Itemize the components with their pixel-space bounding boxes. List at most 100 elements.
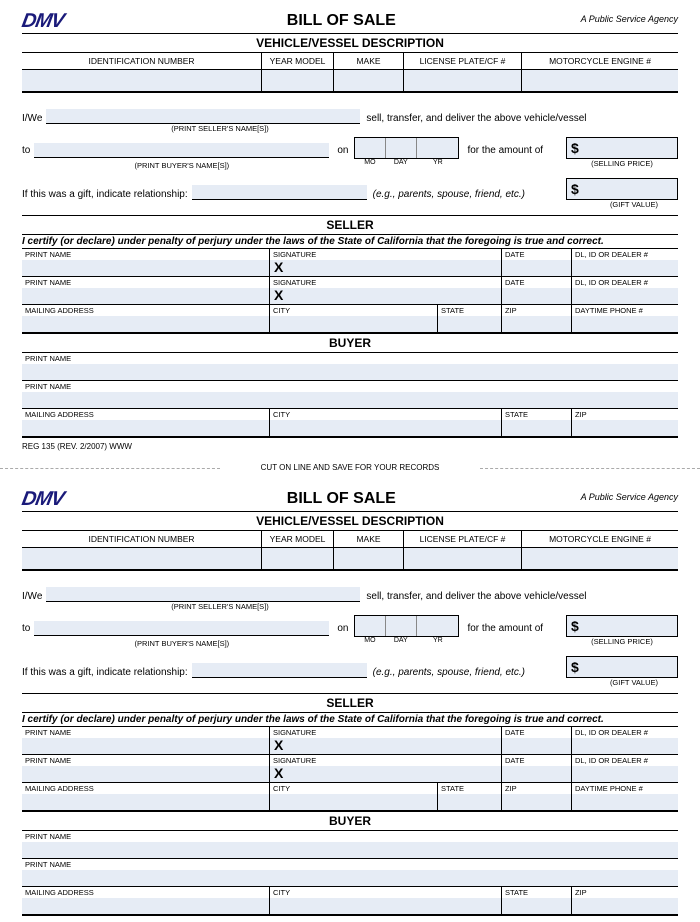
seller-city[interactable]: CITY — [270, 305, 438, 333]
seller-state[interactable]: STATE — [438, 783, 502, 811]
seller-zip[interactable]: ZIP — [502, 783, 572, 811]
agency-label: A Public Service Agency — [581, 488, 678, 502]
input-year[interactable] — [262, 548, 334, 570]
buyer-name-input[interactable] — [34, 143, 329, 158]
seller2-name[interactable]: PRINT NAME — [22, 277, 270, 305]
input-year[interactable] — [262, 70, 334, 92]
to-label: to — [22, 145, 30, 156]
seller2-date[interactable]: DATE — [502, 277, 572, 305]
seller-mailing[interactable]: MAILING ADDRESS — [22, 783, 270, 811]
seller1-date[interactable]: DATE — [502, 727, 572, 755]
buyer2-name[interactable]: PRINT NAME — [22, 859, 678, 887]
buyer-mailing[interactable]: MAILING ADDRESS — [22, 409, 270, 437]
col-id: IDENTIFICATION NUMBER — [22, 53, 262, 70]
seller1-dl[interactable]: DL, ID OR DEALER # — [572, 249, 678, 277]
seller1-sig[interactable]: SIGNATUREX — [270, 249, 502, 277]
dmv-logo: DMV — [20, 10, 104, 33]
buyer-state[interactable]: STATE — [502, 887, 572, 915]
form-title: BILL OF SALE — [102, 488, 581, 508]
form-title: BILL OF SALE — [102, 10, 581, 30]
seller1-sig[interactable]: SIGNATUREX — [270, 727, 502, 755]
buyer-name-input[interactable] — [34, 621, 329, 636]
dmv-logo: DMV — [20, 488, 104, 511]
vehicle-header-row: IDENTIFICATION NUMBER YEAR MODEL MAKE LI… — [22, 531, 678, 548]
input-engine[interactable] — [522, 70, 678, 92]
input-engine[interactable] — [522, 548, 678, 570]
seller2-sig[interactable]: SIGNATUREX — [270, 755, 502, 783]
input-plate[interactable] — [404, 548, 522, 570]
seller-name-input[interactable] — [46, 587, 360, 602]
seller-row-2: PRINT NAME SIGNATUREX DATE DL, ID OR DEA… — [22, 277, 678, 305]
input-make[interactable] — [334, 70, 404, 92]
vehicle-desc-heading: VEHICLE/VESSEL DESCRIPTION — [22, 33, 678, 53]
seller1-name[interactable]: PRINT NAME — [22, 727, 270, 755]
seller2-dl[interactable]: DL, ID OR DEALER # — [572, 755, 678, 783]
gift-relationship-input[interactable] — [192, 663, 367, 678]
gift-value-sub: (GIFT VALUE) — [22, 200, 678, 209]
iwe-label: I/We — [22, 113, 42, 124]
col-year: YEAR MODEL — [262, 53, 334, 70]
seller2-name[interactable]: PRINT NAME — [22, 755, 270, 783]
seller1-date[interactable]: DATE — [502, 249, 572, 277]
agency-label: A Public Service Agency — [581, 10, 678, 24]
gift-relationship-input[interactable] — [192, 185, 367, 200]
date-input[interactable] — [354, 137, 459, 159]
seller-addr-row: MAILING ADDRESS CITY STATE ZIP DAYTIME P… — [22, 305, 678, 334]
buyer1-name[interactable]: PRINT NAME — [22, 353, 678, 381]
bill-of-sale-form-top: DMV BILL OF SALE A Public Service Agency… — [0, 0, 700, 457]
buyer-city[interactable]: CITY — [270, 887, 502, 915]
seller-name-input[interactable] — [46, 109, 360, 124]
buyer-sublabel: (PRINT BUYER'S NAME[S]) — [34, 161, 329, 170]
reg-number: REG 135 (REV. 2/2007) WWW — [22, 442, 678, 451]
seller-phone[interactable]: DAYTIME PHONE # — [572, 783, 678, 811]
seller-mailing[interactable]: MAILING ADDRESS — [22, 305, 270, 333]
bill-of-sale-form-bottom: DMV BILL OF SALE A Public Service Agency… — [0, 478, 700, 922]
vehicle-input-row — [22, 548, 678, 571]
seller-heading: SELLER — [22, 215, 678, 235]
for-amount-label: for the amount of — [467, 145, 543, 156]
col-engine: MOTORCYCLE ENGINE # — [522, 53, 678, 70]
buyer1-name[interactable]: PRINT NAME — [22, 831, 678, 859]
buyer-addr-row: MAILING ADDRESS CITY STATE ZIP — [22, 409, 678, 438]
input-make[interactable] — [334, 548, 404, 570]
cert-text: I certify (or declare) under penalty of … — [22, 235, 678, 249]
input-id[interactable] — [22, 70, 262, 92]
col-plate: LICENSE PLATE/CF # — [404, 53, 522, 70]
date-input[interactable] — [354, 615, 459, 637]
buyer-row-2: PRINT NAME — [22, 381, 678, 409]
seller1-name[interactable]: PRINT NAME — [22, 249, 270, 277]
vehicle-desc-heading: VEHICLE/VESSEL DESCRIPTION — [22, 511, 678, 531]
col-make: MAKE — [334, 53, 404, 70]
vehicle-header-row: IDENTIFICATION NUMBER YEAR MODEL MAKE LI… — [22, 53, 678, 70]
seller-state[interactable]: STATE — [438, 305, 502, 333]
selling-price-sub: (SELLING PRICE) — [566, 159, 678, 168]
input-plate[interactable] — [404, 70, 522, 92]
seller2-sig[interactable]: SIGNATUREX — [270, 277, 502, 305]
vehicle-input-row — [22, 70, 678, 93]
buyer-row-1: PRINT NAME — [22, 353, 678, 381]
gift-value-input[interactable]: $ — [566, 656, 678, 678]
seller2-dl[interactable]: DL, ID OR DEALER # — [572, 277, 678, 305]
buyer-heading: BUYER — [22, 334, 678, 353]
seller-phone[interactable]: DAYTIME PHONE # — [572, 305, 678, 333]
buyer2-name[interactable]: PRINT NAME — [22, 381, 678, 409]
seller-city[interactable]: CITY — [270, 783, 438, 811]
input-id[interactable] — [22, 548, 262, 570]
buyer-zip[interactable]: ZIP — [572, 409, 678, 437]
buyer-zip[interactable]: ZIP — [572, 887, 678, 915]
seller1-dl[interactable]: DL, ID OR DEALER # — [572, 727, 678, 755]
date-sublabels: MO DAY YR — [354, 159, 459, 166]
selling-price-input[interactable]: $ — [566, 615, 678, 637]
buyer-mailing[interactable]: MAILING ADDRESS — [22, 887, 270, 915]
seller2-date[interactable]: DATE — [502, 755, 572, 783]
gift-value-input[interactable]: $ — [566, 178, 678, 200]
cut-line: CUT ON LINE AND SAVE FOR YOUR RECORDS — [0, 457, 700, 478]
gift-eg: (e.g., parents, spouse, friend, etc.) — [373, 189, 525, 200]
seller-row-1: PRINT NAME SIGNATUREX DATE DL, ID OR DEA… — [22, 249, 678, 277]
buyer-state[interactable]: STATE — [502, 409, 572, 437]
buyer-city[interactable]: CITY — [270, 409, 502, 437]
on-label: on — [337, 145, 348, 156]
seller-zip[interactable]: ZIP — [502, 305, 572, 333]
selling-price-input[interactable]: $ — [566, 137, 678, 159]
gift-label: If this was a gift, indicate relationshi… — [22, 189, 188, 200]
